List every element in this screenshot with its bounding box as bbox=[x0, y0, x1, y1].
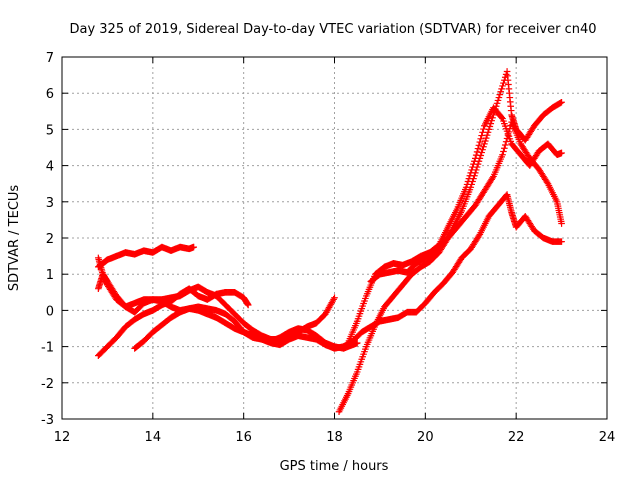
data-point bbox=[500, 79, 507, 87]
data-point bbox=[474, 160, 482, 168]
y-tick-label: 3 bbox=[46, 196, 54, 211]
data-point bbox=[472, 166, 480, 174]
series-track-4 bbox=[95, 285, 252, 359]
data-point bbox=[485, 126, 493, 133]
y-tick-label: -1 bbox=[41, 341, 54, 356]
y-tick-label: 6 bbox=[46, 87, 54, 102]
data-point bbox=[501, 141, 509, 149]
data-point bbox=[353, 339, 361, 347]
series-layer bbox=[95, 68, 565, 416]
data-point bbox=[494, 97, 502, 104]
data-point bbox=[492, 102, 500, 110]
x-tick-label: 16 bbox=[235, 430, 252, 445]
x-tick-label: 18 bbox=[326, 430, 343, 445]
data-point bbox=[558, 98, 565, 106]
data-point bbox=[467, 184, 475, 191]
data-point bbox=[471, 169, 479, 177]
data-point bbox=[480, 143, 487, 151]
data-point bbox=[489, 114, 496, 122]
y-axis-label: SDTVAR / TECUs bbox=[7, 185, 22, 292]
data-point bbox=[488, 117, 495, 125]
data-point bbox=[558, 149, 565, 157]
series-track-5 bbox=[131, 305, 347, 352]
y-tick-label: 1 bbox=[46, 268, 54, 283]
data-point bbox=[471, 172, 478, 180]
data-point bbox=[190, 243, 198, 251]
data-point bbox=[470, 175, 477, 182]
data-point bbox=[244, 301, 252, 309]
data-point bbox=[499, 82, 506, 90]
y-tick-label: 5 bbox=[46, 123, 54, 138]
data-point bbox=[491, 108, 498, 116]
series-track-9 bbox=[367, 68, 565, 285]
y-tick-label: 2 bbox=[46, 232, 54, 247]
chart-title: Day 325 of 2019, Sidereal Day-to-day VTE… bbox=[69, 22, 596, 37]
data-point bbox=[491, 105, 499, 113]
data-point bbox=[487, 120, 495, 127]
data-point bbox=[495, 94, 503, 101]
data-point bbox=[484, 128, 492, 136]
data-point bbox=[558, 220, 565, 227]
data-point bbox=[477, 135, 485, 143]
data-point bbox=[481, 140, 488, 148]
data-point bbox=[498, 114, 505, 121]
x-tick-label: 24 bbox=[599, 430, 616, 445]
y-tick-label: 7 bbox=[46, 51, 54, 66]
data-point bbox=[497, 88, 505, 96]
data-point bbox=[475, 157, 483, 165]
data-point bbox=[498, 85, 505, 93]
data-point bbox=[476, 138, 484, 146]
x-tick-label: 22 bbox=[508, 430, 525, 445]
data-point bbox=[477, 152, 485, 159]
series-track-7 bbox=[340, 191, 565, 350]
data-point bbox=[502, 71, 510, 78]
data-point bbox=[481, 137, 489, 145]
x-tick-label: 12 bbox=[54, 430, 71, 445]
data-point bbox=[499, 151, 506, 159]
data-point bbox=[331, 294, 338, 302]
data-point bbox=[483, 131, 491, 139]
data-point bbox=[475, 142, 483, 149]
series-track-6 bbox=[335, 118, 565, 416]
data-point bbox=[490, 111, 497, 119]
x-tick-label: 20 bbox=[417, 430, 434, 445]
y-tick-label: -2 bbox=[41, 377, 54, 392]
data-point bbox=[558, 238, 565, 245]
y-tick-label: 0 bbox=[46, 304, 54, 319]
data-point bbox=[496, 91, 504, 98]
data-point bbox=[486, 123, 494, 130]
y-tick-label: -3 bbox=[41, 413, 54, 428]
data-point bbox=[501, 144, 508, 152]
data-point bbox=[473, 148, 481, 156]
data-point bbox=[478, 149, 485, 156]
data-point bbox=[476, 155, 484, 162]
data-point bbox=[468, 181, 475, 188]
x-axis-label: GPS time / hours bbox=[280, 459, 389, 474]
data-point bbox=[479, 146, 486, 153]
x-tick-label: 14 bbox=[145, 430, 162, 445]
data-point bbox=[489, 174, 496, 182]
data-point bbox=[473, 163, 481, 171]
data-point bbox=[482, 134, 490, 142]
data-point bbox=[469, 178, 476, 185]
data-point bbox=[500, 148, 507, 155]
data-point bbox=[493, 100, 501, 107]
data-point bbox=[474, 145, 482, 152]
y-tick-label: 4 bbox=[46, 160, 54, 175]
